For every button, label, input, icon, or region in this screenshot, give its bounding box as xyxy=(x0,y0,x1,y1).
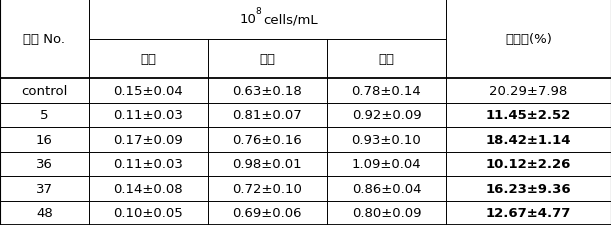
Text: 0.72±0.10: 0.72±0.10 xyxy=(232,182,302,195)
Text: 0.78±0.14: 0.78±0.14 xyxy=(351,84,422,97)
Text: 0.92±0.09: 0.92±0.09 xyxy=(352,109,421,122)
Text: 생균: 생균 xyxy=(140,52,156,65)
Text: 생존율(%): 생존율(%) xyxy=(505,33,552,46)
Text: 0.11±0.03: 0.11±0.03 xyxy=(113,158,183,171)
Text: control: control xyxy=(21,84,67,97)
Text: 0.98±0.01: 0.98±0.01 xyxy=(233,158,302,171)
Text: 0.63±0.18: 0.63±0.18 xyxy=(232,84,302,97)
Text: 10.12±2.26: 10.12±2.26 xyxy=(486,158,571,171)
Text: cells/mL: cells/mL xyxy=(263,13,318,26)
Text: 0.86±0.04: 0.86±0.04 xyxy=(352,182,421,195)
Text: 0.76±0.16: 0.76±0.16 xyxy=(232,133,302,146)
Text: 5: 5 xyxy=(40,109,48,122)
Text: 8: 8 xyxy=(256,7,262,16)
Text: 사균: 사균 xyxy=(259,52,276,65)
Text: 20.29±7.98: 20.29±7.98 xyxy=(489,84,568,97)
Text: 37: 37 xyxy=(36,182,53,195)
Text: 36: 36 xyxy=(36,158,53,171)
Text: 0.81±0.07: 0.81±0.07 xyxy=(232,109,302,122)
Text: 0.10±0.05: 0.10±0.05 xyxy=(113,206,183,219)
Text: 0.80±0.09: 0.80±0.09 xyxy=(352,206,421,219)
Text: 군주 No.: 군주 No. xyxy=(23,33,65,46)
Text: 0.14±0.08: 0.14±0.08 xyxy=(114,182,183,195)
Text: 0.69±0.06: 0.69±0.06 xyxy=(233,206,302,219)
Text: 12.67±4.77: 12.67±4.77 xyxy=(486,206,571,219)
Text: 1.09±0.04: 1.09±0.04 xyxy=(352,158,421,171)
Text: 16.23±9.36: 16.23±9.36 xyxy=(486,182,571,195)
Text: 총균: 총균 xyxy=(378,52,395,65)
Text: 48: 48 xyxy=(36,206,53,219)
Text: 11.45±2.52: 11.45±2.52 xyxy=(486,109,571,122)
Text: 0.93±0.10: 0.93±0.10 xyxy=(351,133,422,146)
Text: 0.17±0.09: 0.17±0.09 xyxy=(113,133,183,146)
Text: 16: 16 xyxy=(36,133,53,146)
Text: 18.42±1.14: 18.42±1.14 xyxy=(486,133,571,146)
Text: 0.11±0.03: 0.11±0.03 xyxy=(113,109,183,122)
Text: 10: 10 xyxy=(240,13,257,26)
Text: 0.15±0.04: 0.15±0.04 xyxy=(113,84,183,97)
